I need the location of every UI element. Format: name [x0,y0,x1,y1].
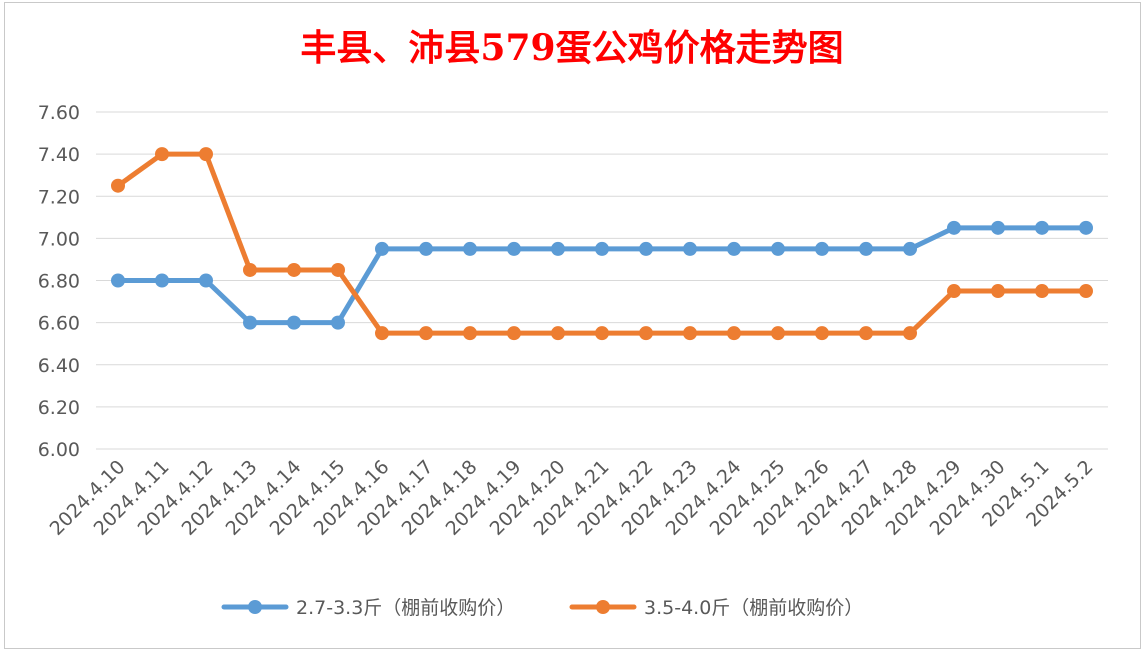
y-tick-label: 6.60 [38,313,80,335]
data-point [947,284,961,299]
data-point [155,273,169,288]
data-point [639,326,653,341]
data-point [199,147,213,162]
data-point [1079,220,1093,235]
data-point [859,326,873,341]
data-point [287,315,301,330]
data-point [551,241,565,256]
data-point [1035,220,1049,235]
data-point [595,241,609,256]
data-point [771,241,785,256]
y-tick-label: 6.00 [38,439,80,461]
data-point [243,262,257,277]
legend: 2.7-3.3斤（棚前收购价） 3.5-4.0斤（棚前收购价） [221,597,863,619]
data-point [287,262,301,277]
y-tick-label: 7.20 [38,186,80,208]
data-point [991,220,1005,235]
data-point [419,326,433,341]
data-point [903,326,917,341]
data-point [463,241,477,256]
y-tick-label: 6.80 [38,271,80,293]
x-axis-tick-labels: 2024.4.102024.4.112024.4.122024.4.132024… [46,456,1098,540]
data-point [507,241,521,256]
data-point [551,326,565,341]
data-point [771,326,785,341]
data-point [1079,284,1093,299]
data-point [903,241,917,256]
legend-swatch-marker [596,600,610,614]
y-tick-label: 7.00 [38,228,80,250]
data-point [683,241,697,256]
data-point [199,273,213,288]
legend-label: 2.7-3.3斤（棚前收购价） [296,597,515,619]
data-point [463,326,477,341]
data-point [155,147,169,162]
data-point [331,262,345,277]
y-tick-label: 6.20 [38,397,80,419]
data-point [727,241,741,256]
data-point [639,241,653,256]
series-1 [111,220,1093,330]
y-axis-tick-labels: 6.00 6.20 6.40 6.60 6.80 7.00 7.20 7.40 7.60 [38,102,80,461]
y-tick-label: 7.60 [38,102,80,124]
data-point [727,326,741,341]
chart-title: 丰县、沛县579蛋公鸡价格走势图 [300,27,843,69]
data-point [815,326,829,341]
data-point [111,273,125,288]
data-point [859,241,873,256]
data-point [111,178,125,193]
gridlines [96,111,1108,450]
data-point [243,315,257,330]
y-tick-label: 6.40 [38,355,80,377]
legend-label: 3.5-4.0斤（棚前收购价） [644,597,863,619]
data-point [419,241,433,256]
data-point [375,326,389,341]
data-point [595,326,609,341]
legend-swatch-marker [248,600,262,614]
data-point [1035,284,1049,299]
data-point [331,315,345,330]
series-layer [111,147,1093,341]
data-point [815,241,829,256]
chart-frame [4,2,1141,649]
legend-item: 3.5-4.0斤（棚前收购价） [569,597,863,619]
data-point [991,284,1005,299]
data-point [507,326,521,341]
data-point [375,241,389,256]
data-point [683,326,697,341]
y-tick-label: 7.40 [38,144,80,166]
series-2 [111,147,1093,341]
data-point [947,220,961,235]
legend-item: 2.7-3.3斤（棚前收购价） [221,597,515,619]
